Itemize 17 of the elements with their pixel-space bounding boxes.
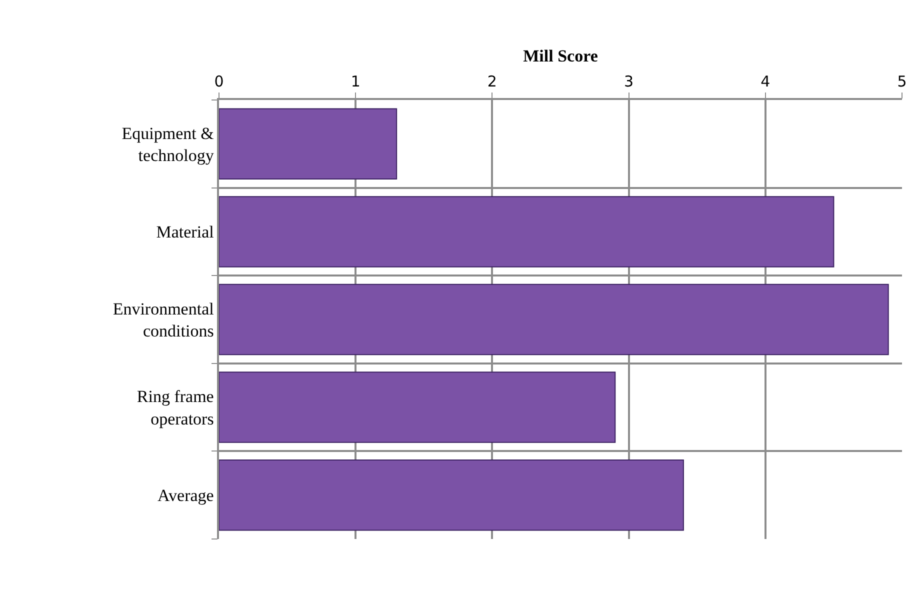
x-axis-title: Mill Score (523, 46, 598, 66)
bar (219, 459, 684, 531)
y-tick-label: Equipment & technology (122, 124, 214, 165)
x-tick-label: 3 (624, 72, 634, 90)
y-tick-label: Environmental conditions (112, 299, 214, 340)
bar (219, 196, 834, 268)
x-tick-label: 5 (897, 72, 907, 90)
y-tick-label: Ring frame operators (136, 387, 214, 428)
bar (219, 284, 889, 356)
bar (219, 108, 398, 180)
y-tick-label: Material (156, 222, 214, 242)
x-tick-label: 1 (350, 72, 360, 90)
bar (219, 372, 616, 443)
x-tick-label: 4 (760, 72, 770, 90)
y-tick-label: Average (158, 486, 214, 506)
x-tick-label: 0 (214, 72, 224, 90)
x-tick-label: 2 (487, 72, 497, 90)
